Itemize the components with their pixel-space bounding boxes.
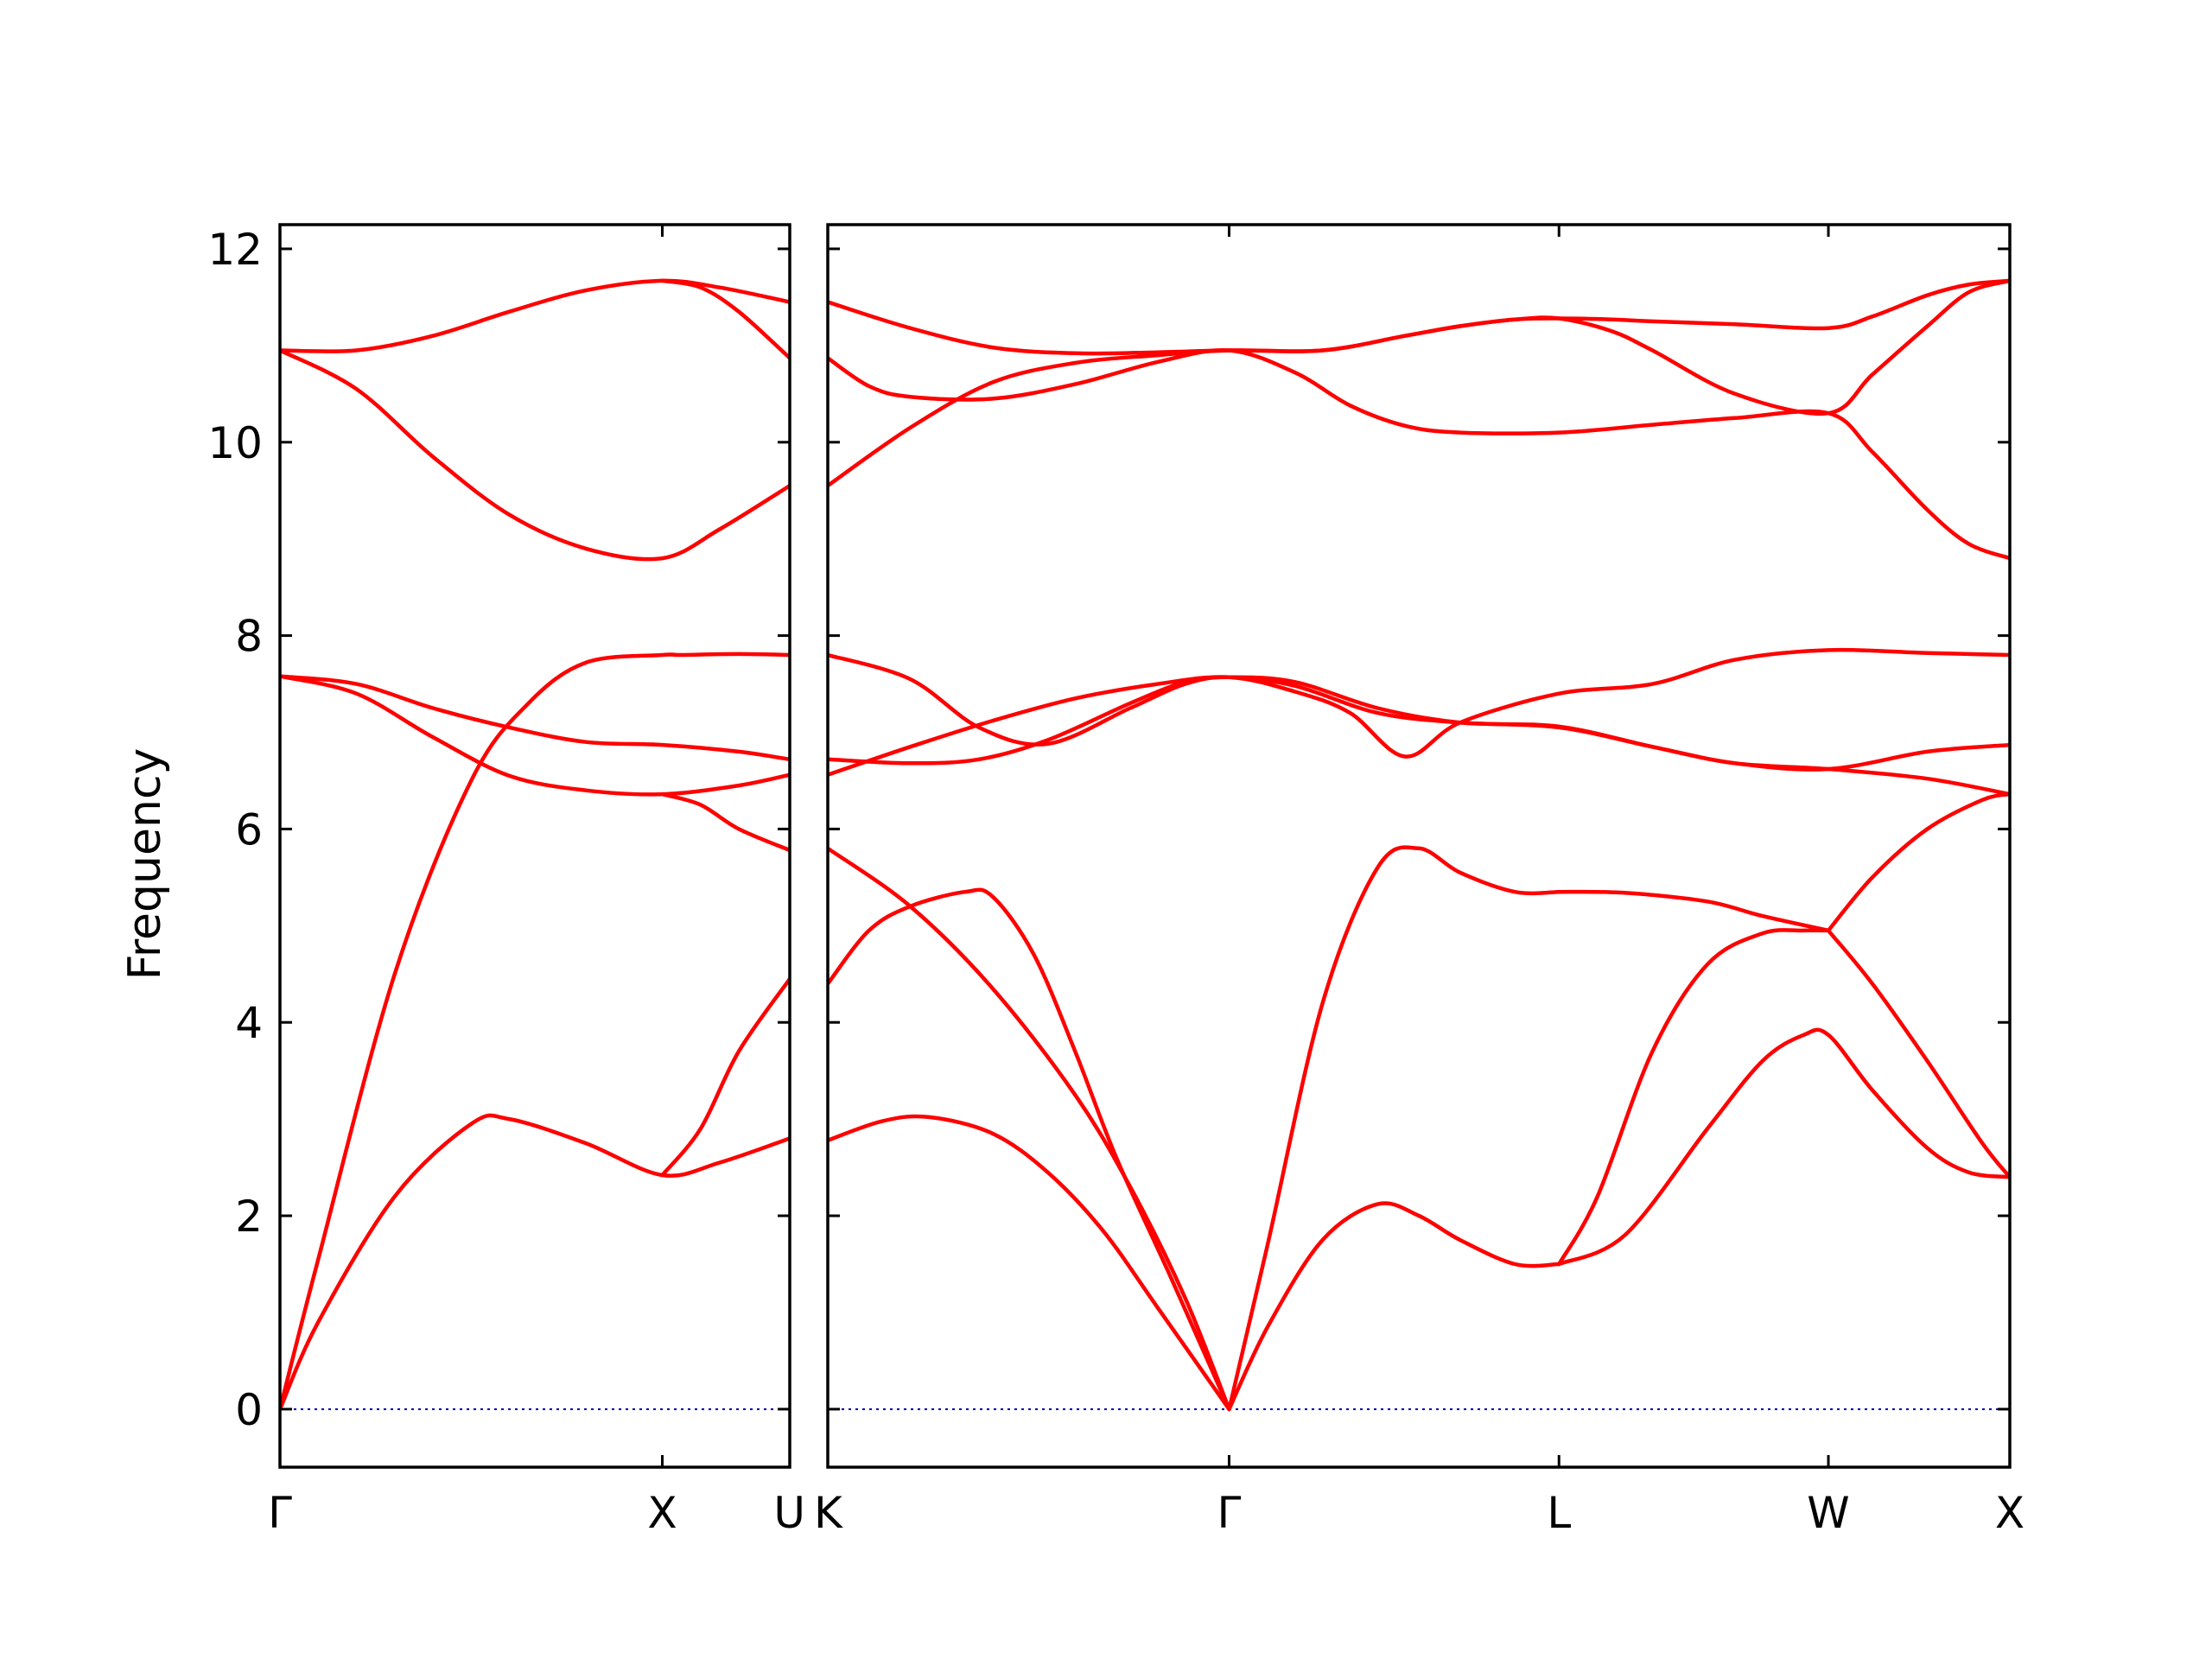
x-tick-label: Γ [268, 1488, 292, 1538]
bands [828, 278, 2010, 1412]
x-tick-label: W [1807, 1488, 1849, 1538]
band-line-13 [828, 652, 2010, 772]
band-line-14 [828, 278, 2010, 356]
band-line-8 [660, 278, 790, 360]
band-line-1 [828, 1114, 1231, 1412]
y-tick-label: 0 [235, 1385, 263, 1435]
band-line-7 [1557, 928, 1831, 1267]
x-tick-label: Γ [1217, 1488, 1242, 1538]
band-line-12 [828, 675, 2010, 797]
x-tick-label: U [773, 1488, 805, 1538]
axes-frame [278, 223, 791, 1469]
x-tick-label: K [814, 1488, 843, 1538]
band-line-5 [280, 674, 790, 797]
band-line-7 [280, 278, 790, 353]
band-line-2 [280, 652, 790, 1412]
band-line-4 [280, 674, 790, 762]
bands [280, 278, 790, 1412]
band-line-9 [280, 348, 790, 562]
band-line-10 [1826, 791, 2010, 933]
band-line-5 [1227, 845, 1561, 1412]
band-line-4 [1227, 1201, 1561, 1412]
band-line-3 [828, 887, 1231, 1412]
band-line-8 [1557, 889, 1831, 933]
y-tick-label: 10 [207, 418, 263, 468]
x-tick-label: X [1995, 1488, 2024, 1538]
x-tick-label: L [1547, 1488, 1571, 1538]
band-line-16 [828, 278, 2010, 488]
axes-frame [826, 223, 2012, 1469]
y-tick-label: 6 [235, 804, 263, 855]
y-axis-label: Frequency [119, 748, 171, 981]
band-line-1 [280, 1113, 790, 1412]
y-tick-label: 8 [235, 612, 263, 662]
y-tick-label: 12 [207, 225, 263, 275]
band-line-6 [1557, 1027, 2010, 1267]
band-line-11 [828, 647, 2010, 777]
band-line-9 [1826, 928, 2010, 1179]
y-tick-label: 4 [235, 998, 263, 1048]
y-tick-labels: 0 2 4 6 8 10 12 [207, 225, 263, 1435]
band-line-15 [828, 347, 2010, 561]
y-tick-label: 2 [235, 1192, 263, 1242]
x-tick-label: X [647, 1488, 677, 1538]
band-line-3 [660, 976, 790, 1178]
band-line-6 [660, 791, 790, 853]
